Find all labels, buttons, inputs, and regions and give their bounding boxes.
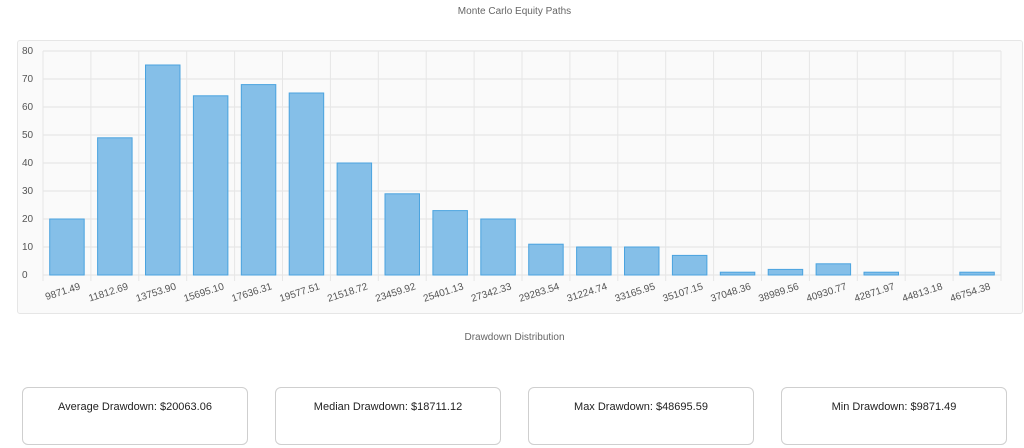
histogram-bar (624, 246, 660, 276)
max-drawdown-text: Max Drawdown: $48695.59 (574, 401, 708, 413)
x-tick-label: 42871.97 (853, 281, 896, 304)
histogram-bar (384, 193, 420, 276)
x-tick-label: 23459.92 (374, 281, 417, 304)
histogram-bar (97, 137, 133, 276)
y-tick-label: 0 (22, 270, 28, 281)
drawdown-distribution-title: Drawdown Distribution (464, 332, 565, 343)
y-tick-label: 30 (22, 186, 34, 197)
x-tick-label: 19577.51 (278, 281, 321, 304)
x-tick-label: 44813.18 (901, 281, 944, 304)
min-drawdown-text: Min Drawdown: $9871.49 (831, 401, 957, 413)
histogram-bar (145, 64, 181, 276)
y-tick-label: 40 (22, 158, 34, 169)
x-tick-label: 21518.72 (326, 281, 369, 304)
y-tick-label: 70 (22, 74, 34, 85)
y-tick-label: 20 (22, 214, 34, 225)
y-tick-label: 80 (22, 46, 34, 57)
median-drawdown-text: Median Drawdown: $18711.12 (313, 401, 463, 413)
x-tick-label: 9871.49 (44, 281, 82, 303)
y-tick-label: 10 (22, 242, 34, 253)
y-tick-label: 60 (22, 102, 34, 113)
x-tick-label: 15695.10 (183, 281, 226, 304)
chart-title: Monte Carlo Equity Paths (457, 6, 572, 17)
histogram-bar (288, 92, 325, 276)
x-tick-label: 11812.69 (87, 281, 130, 304)
histogram-bar (240, 84, 277, 276)
histogram-bar (815, 263, 852, 276)
histogram-bar (192, 95, 229, 276)
median-drawdown-card: Median Drawdown: $18711.12 (275, 387, 501, 445)
max-drawdown-card: Max Drawdown: $48695.59 (528, 387, 754, 445)
x-tick-label: 27342.33 (470, 281, 513, 304)
average-drawdown-text: Average Drawdown: $20063.06 (58, 401, 212, 413)
x-tick-label: 13753.90 (135, 281, 178, 304)
x-tick-label: 25401.13 (422, 281, 465, 304)
histogram-svg: 0 10 20 30 40 50 60 70 80 9871.49 11812.69 13753.90… (22, 46, 1002, 305)
histogram-bar (767, 268, 804, 276)
x-tick-label: 31224.74 (566, 281, 609, 304)
x-tick-label: 40930.77 (805, 281, 848, 304)
histogram-bar (863, 271, 899, 276)
min-drawdown-card: Min Drawdown: $9871.49 (781, 387, 1007, 445)
histogram-chart: 0 10 20 30 40 50 60 70 80 9871.49 11812.69 13753.90… (17, 40, 1023, 314)
average-drawdown-card: Average Drawdown: $20063.06 (22, 387, 248, 445)
histogram-bar (959, 271, 995, 276)
histogram-bar (671, 254, 708, 276)
histogram-bar (576, 246, 612, 276)
histogram-bar (719, 271, 756, 276)
x-tick-label: 33165.95 (614, 281, 657, 304)
histogram-bar (336, 162, 373, 276)
x-tick-label: 38989.56 (757, 281, 800, 304)
x-tick-label: 17636.31 (230, 281, 273, 304)
histogram-bar (49, 218, 85, 276)
x-tick-label: 37048.36 (709, 281, 752, 304)
x-tick-label: 29283.54 (518, 281, 561, 304)
x-tick-label: 46754.38 (949, 281, 992, 304)
histogram-bar (480, 218, 516, 276)
histogram-bar (432, 210, 468, 276)
y-tick-label: 50 (22, 130, 34, 141)
histogram-bar (528, 243, 564, 276)
x-tick-label: 35107.15 (662, 281, 705, 304)
